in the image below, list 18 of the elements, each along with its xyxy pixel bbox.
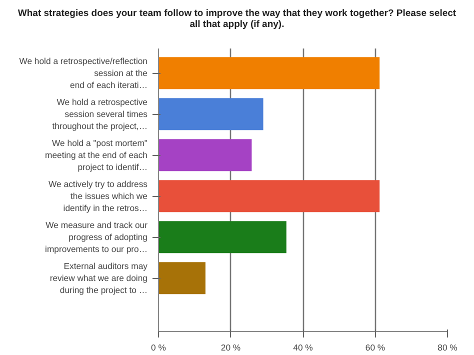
y-tick-label: We measure and track our progress of adopting improvements to our pro…	[45, 220, 148, 254]
bar	[158, 57, 380, 90]
y-tick-label: External auditors may review what we are doing during the project to …	[50, 261, 148, 296]
bar	[158, 139, 252, 172]
bar	[158, 180, 380, 212]
x-tick-label: 80 %	[438, 342, 458, 352]
bar	[158, 98, 264, 130]
x-tick-label: 60 %	[365, 342, 386, 352]
y-tick-label: We hold a "post mortem" meeting at the end of each project to identif…	[44, 138, 148, 172]
y-tick-label: We hold a retrospective/reflection session at the end of each iterati…	[19, 56, 148, 90]
y-tick-label: We hold a retrospective session several times throughout the project,…	[52, 97, 148, 132]
bar	[158, 262, 206, 294]
y-tick-label: We actively try to address the issues which we identify in the retros…	[48, 179, 148, 214]
x-tick-label: 20 %	[220, 342, 241, 352]
chart-title: What strategies does your team follow to improve the way that they work together? Please select all that apply (if any).	[18, 8, 456, 31]
x-tick-label: 40 %	[293, 342, 314, 352]
x-tick-label: 0 %	[151, 342, 166, 352]
bar	[158, 221, 286, 254]
